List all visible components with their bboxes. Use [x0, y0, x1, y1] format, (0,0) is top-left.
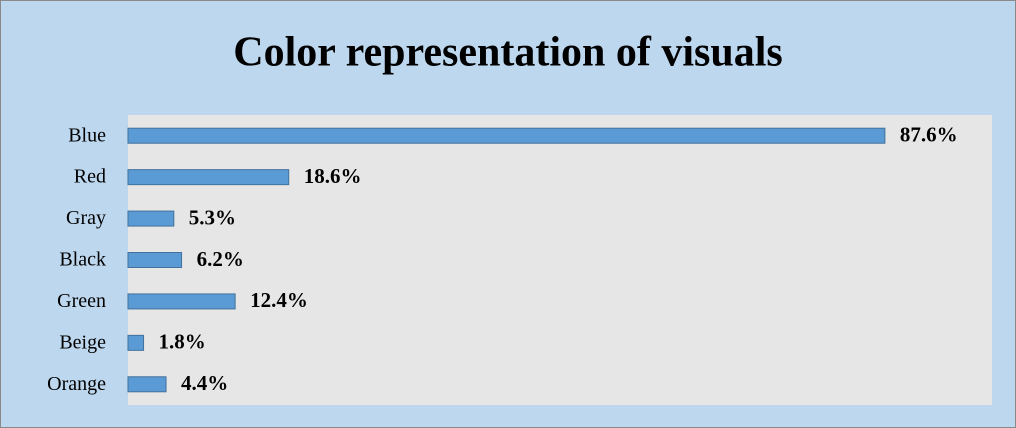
chart-title: Color representation of visuals: [233, 30, 783, 76]
data-label: 1.8%: [159, 330, 206, 354]
data-label: 5.3%: [189, 205, 236, 229]
bar: [127, 210, 175, 227]
y-tick-label: Orange: [47, 373, 106, 395]
bar: [127, 252, 183, 268]
data-label: 18.6%: [304, 164, 362, 188]
bar: [127, 127, 886, 144]
data-label: 12.4%: [250, 288, 308, 312]
y-tick-label: Black: [59, 249, 106, 271]
y-tick-label: Beige: [59, 331, 106, 353]
bar: [127, 169, 290, 186]
plot-area: [128, 115, 992, 405]
bar: [127, 293, 236, 310]
bar: [127, 376, 167, 393]
y-tick-label: Red: [74, 166, 106, 188]
y-tick-label: Blue: [68, 124, 106, 146]
data-label: 4.4%: [181, 371, 228, 395]
data-label: 87.6%: [900, 123, 958, 147]
bar: [127, 334, 145, 351]
y-tick-label: Green: [57, 290, 106, 312]
data-label: 6.2%: [197, 247, 244, 271]
y-tick-label: Gray: [66, 207, 106, 229]
